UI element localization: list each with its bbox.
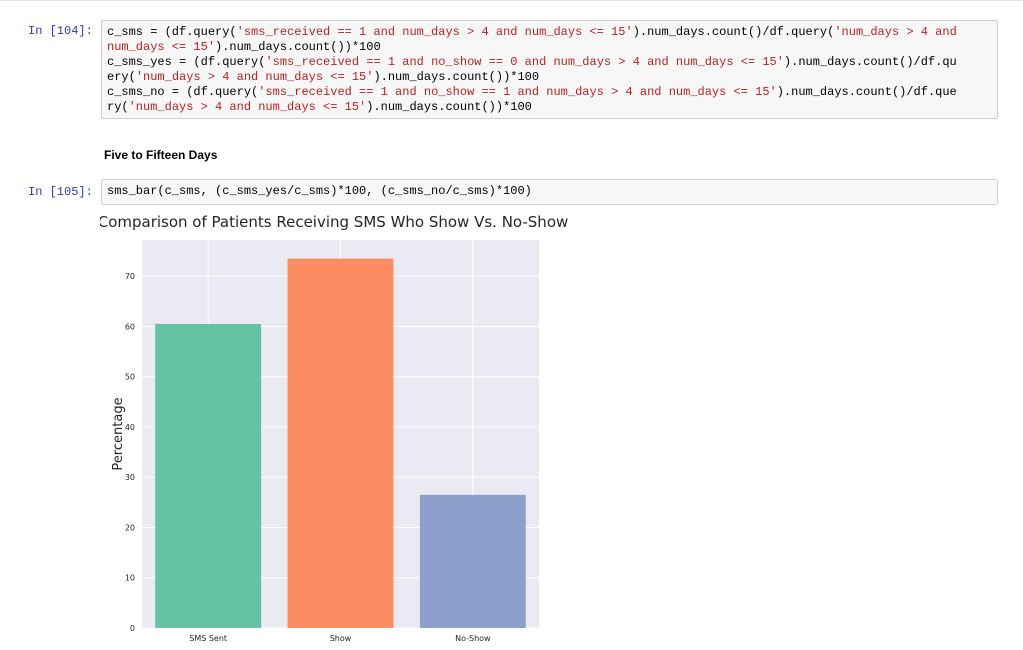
code-string-token: 'num_days > 4 and	[834, 25, 957, 39]
code-token: c_sms = (df.query(	[107, 25, 237, 39]
markdown-heading: Five to Fifteen Days	[104, 148, 218, 162]
code-string-token: 'num_days > 4 and num_days <= 15'	[128, 100, 367, 114]
x-tick-label: SMS Sent	[189, 634, 227, 643]
code-string-token: 'sms_received == 1 and no_show == 0 and …	[265, 55, 784, 69]
code-token: ).num_days.count())*100	[373, 70, 540, 84]
y-tick-label: 20	[125, 523, 135, 532]
code-token: ).num_days.count()/df.qu	[783, 55, 957, 69]
bar-chart: Comparison of Patients Receiving SMS Who…	[100, 213, 568, 643]
y-tick-label: 30	[125, 473, 135, 482]
y-tick-label: 0	[130, 624, 135, 633]
cell-105-prompt: In [105]:	[28, 185, 93, 199]
code-token: ).num_days.count()/df.que	[776, 85, 957, 99]
y-axis-label: Percentage	[111, 397, 126, 470]
chart-title: Comparison of Patients Receiving SMS Who…	[100, 213, 568, 231]
code-token: ).num_days.count())*100	[366, 100, 532, 114]
cell-divider	[0, 0, 1023, 1]
code-token: ).num_days.count()/df.query(	[632, 25, 835, 39]
code-line: ery('num_days > 4 and num_days <= 15').n…	[107, 70, 992, 85]
x-tick-label: Show	[330, 634, 352, 643]
y-tick-label: 60	[125, 322, 135, 331]
cell-104-prompt: In [104]:	[28, 24, 93, 38]
code-token: ery(	[107, 70, 136, 84]
code-line: c_sms = (df.query('sms_received == 1 and…	[107, 25, 992, 40]
bar-show	[287, 258, 394, 628]
code-string-token: 'num_days > 4 and num_days <= 15'	[135, 70, 374, 84]
code-token: c_sms_yes = (df.query(	[107, 55, 266, 69]
code-token: ).num_days.count())*100	[215, 40, 381, 54]
x-tick-label: No-Show	[455, 634, 491, 643]
code-token: ry(	[107, 100, 129, 114]
cell-105-code-editor[interactable]: sms_bar(c_sms, (c_sms_yes/c_sms)*100, (c…	[101, 179, 998, 205]
code-string-token: 'sms_received == 1 and num_days > 4 and …	[236, 25, 633, 39]
bar-sms-sent	[155, 323, 262, 628]
code-line: c_sms_no = (df.query('sms_received == 1 …	[107, 85, 992, 100]
y-tick-label: 50	[125, 373, 135, 382]
y-tick-label: 40	[125, 423, 135, 432]
code-string-token: 'sms_received == 1 and no_show == 1 and …	[258, 85, 777, 99]
code-token: c_sms_no = (df.query(	[107, 85, 259, 99]
code-string-token: num_days <= 15'	[107, 40, 216, 54]
cell-104-code-editor[interactable]: c_sms = (df.query('sms_received == 1 and…	[101, 20, 998, 119]
code-line: c_sms_yes = (df.query('sms_received == 1…	[107, 55, 992, 70]
y-tick-label: 10	[125, 574, 135, 583]
bar-no-show	[419, 494, 526, 628]
code-line: sms_bar(c_sms, (c_sms_yes/c_sms)*100, (c…	[107, 184, 532, 198]
y-tick-label: 70	[125, 272, 135, 281]
code-line: num_days <= 15').num_days.count())*100	[107, 40, 992, 55]
code-line: ry('num_days > 4 and num_days <= 15').nu…	[107, 100, 992, 115]
